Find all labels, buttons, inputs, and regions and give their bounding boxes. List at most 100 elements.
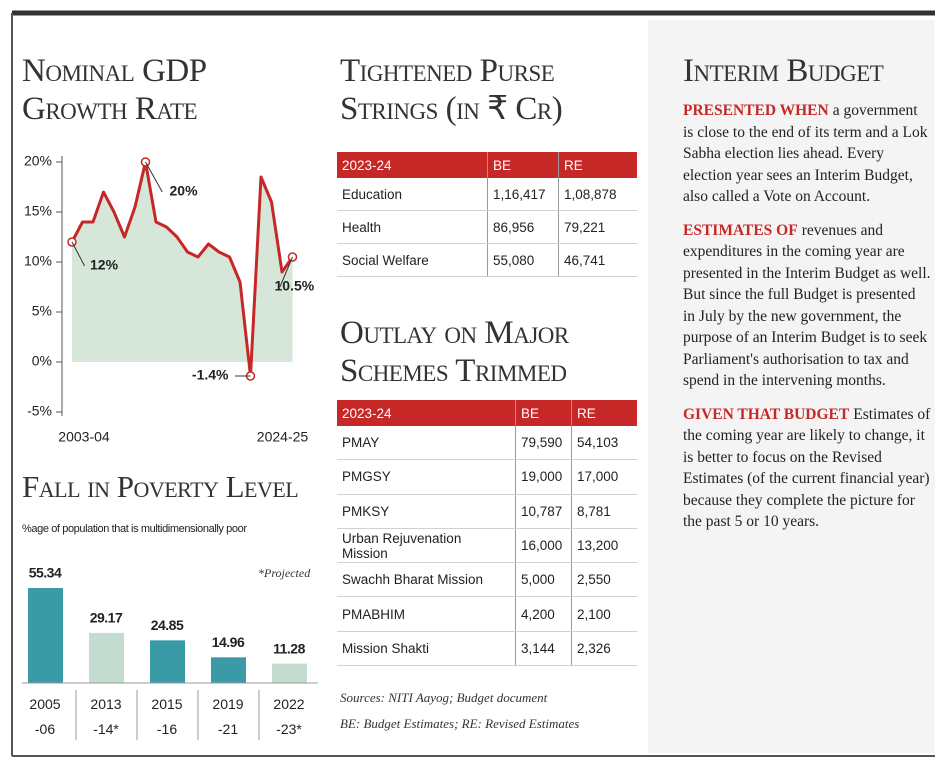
header-cell: RE bbox=[571, 400, 637, 426]
cell: 17,000 bbox=[571, 459, 637, 495]
leader bbox=[279, 256, 293, 288]
y-tick-label: 10% bbox=[24, 253, 52, 269]
cell: 79,590 bbox=[515, 426, 572, 461]
sidebar-title: Interim Budget bbox=[683, 53, 884, 89]
cell: 13,200 bbox=[571, 528, 637, 564]
cell: 54,103 bbox=[571, 426, 637, 461]
paragraph-body: revenues and expenditures in the coming … bbox=[683, 221, 931, 390]
bar bbox=[28, 588, 63, 683]
area bbox=[72, 162, 293, 376]
paragraph: GIVEN THAT BUDGET Estimates of the coming… bbox=[683, 404, 931, 533]
cell: 79,221 bbox=[558, 210, 637, 244]
value-label: 20% bbox=[170, 183, 199, 199]
header-row: 2023-24 BE RE bbox=[337, 400, 637, 426]
y-tick-label: 20% bbox=[24, 153, 52, 169]
cell: 5,000 bbox=[515, 562, 572, 598]
leader bbox=[145, 161, 163, 193]
cell: 46,741 bbox=[558, 243, 637, 277]
cell: Social Welfare bbox=[337, 243, 488, 277]
header-cell: BE bbox=[515, 400, 572, 426]
row: Health 86,956 79,221 bbox=[337, 210, 637, 244]
bar bbox=[89, 632, 124, 683]
cell: 3,144 bbox=[515, 631, 572, 667]
cell: 2,100 bbox=[571, 596, 637, 632]
cell: Health bbox=[337, 210, 488, 244]
paragraph-lead: ESTIMATES OF bbox=[683, 221, 798, 239]
row: Urban Rejuvenation Mission 16,000 13,200 bbox=[337, 528, 637, 564]
cell: 2,550 bbox=[571, 562, 637, 598]
value-label: 14.96 bbox=[212, 634, 245, 650]
sidebar-text: PRESENTED WHEN a government is close to t… bbox=[683, 100, 931, 545]
table: 2023-24 BE RE Education 1,16,417 1,08,878 Heal… bbox=[337, 152, 637, 277]
cell: 1,08,878 bbox=[558, 178, 637, 211]
cell: 1,16,417 bbox=[487, 178, 559, 211]
cell: 2,326 bbox=[571, 631, 637, 667]
x-tick-label: 2005 -06 bbox=[29, 696, 60, 737]
value-label: 10.5% bbox=[275, 278, 315, 294]
poverty-chart: 55.34 2005 -06 29.17 2013 -14* 24.85 2015 -16 14.… bbox=[22, 565, 318, 740]
header-cell: 2023-24 bbox=[337, 152, 488, 178]
paragraph-lead: GIVEN THAT BUDGET bbox=[683, 405, 850, 423]
leader bbox=[71, 241, 86, 267]
cell: Education bbox=[337, 178, 488, 211]
cell: PMABHIM bbox=[337, 596, 516, 632]
value-label: -1.4% bbox=[192, 367, 229, 383]
source: Sources: NITI Aayog; Budget document bbox=[340, 690, 548, 705]
paragraph: PRESENTED WHEN a government is close to t… bbox=[683, 100, 931, 208]
cell: 10,787 bbox=[515, 494, 572, 529]
cell: Mission Shakti bbox=[337, 631, 516, 667]
cell: 19,000 bbox=[515, 459, 572, 495]
row: Mission Shakti 3,144 2,326 bbox=[337, 631, 637, 667]
y-tick-label: 5% bbox=[32, 303, 52, 319]
paragraph: ESTIMATES OF revenues and expenditures in… bbox=[683, 220, 931, 392]
cell: PMGSY bbox=[337, 459, 516, 495]
table: 2023-24 BE RE PMAY 79,590 54,103 PMGSY 19,000 17… bbox=[337, 400, 637, 667]
header-cell: 2023-24 bbox=[337, 400, 516, 426]
sidebar-bg bbox=[648, 20, 935, 753]
x-tick-label: 2003-04 bbox=[58, 429, 110, 445]
bar bbox=[272, 663, 307, 683]
bar bbox=[211, 657, 246, 683]
y-tick-label: -5% bbox=[27, 403, 52, 419]
row: PMGSY 19,000 17,000 bbox=[337, 459, 637, 495]
value-label: 12% bbox=[90, 257, 119, 273]
x-tick-label: 2022 -23* bbox=[273, 696, 304, 737]
cell: PMKSY bbox=[337, 494, 516, 529]
cell: 16,000 bbox=[515, 528, 572, 564]
cell: 4,200 bbox=[515, 596, 572, 632]
row: Education 1,16,417 1,08,878 bbox=[337, 178, 637, 211]
value-label: 24.85 bbox=[151, 617, 184, 633]
line bbox=[70, 160, 294, 378]
cell: PMAY bbox=[337, 426, 516, 461]
row: PMAY 79,590 54,103 bbox=[337, 426, 637, 461]
x-tick-label: 2019 -21 bbox=[212, 696, 243, 737]
cell: 55,080 bbox=[487, 243, 559, 277]
source: BE: Budget Estimates; RE: Revised Estima… bbox=[340, 716, 580, 731]
cell: Urban Rejuvenation Mission bbox=[337, 528, 516, 564]
chart-note: *Projected bbox=[258, 566, 311, 580]
x-tick-label: 2024-25 bbox=[257, 429, 309, 445]
paragraph-body: a government is close to the end of its … bbox=[683, 102, 928, 205]
row: Social Welfare 55,080 46,741 bbox=[337, 243, 637, 277]
y-tick-label: 0% bbox=[32, 353, 52, 369]
cell: 8,781 bbox=[571, 494, 637, 529]
cell: Swachh Bharat Mission bbox=[337, 562, 516, 598]
header-cell: RE bbox=[558, 152, 637, 178]
row: Swachh Bharat Mission 5,000 2,550 bbox=[337, 562, 637, 598]
x-tick-label: 2015 -16 bbox=[151, 696, 182, 737]
cell: 86,956 bbox=[487, 210, 559, 244]
x-tick-label: 2013 -14* bbox=[90, 696, 121, 737]
value-label: 11.28 bbox=[273, 640, 305, 656]
value-label: 55.34 bbox=[29, 565, 62, 581]
chart-subtitle: %age of population that is multidimensio… bbox=[22, 523, 247, 535]
row: PMABHIM 4,200 2,100 bbox=[337, 596, 637, 632]
gdp-chart: -5% 0% 5% 10% 15% 20% 12% 20% -1.4% 10.5% 2003-04 2… bbox=[24, 153, 315, 445]
row: PMKSY 10,787 8,781 bbox=[337, 494, 637, 529]
chart-title: Nominal GDP Growth Rate bbox=[22, 53, 206, 127]
table-title: Outlay on Major Schemes Trimmed bbox=[340, 315, 569, 389]
table-title: Tightened Purse Strings (in ₹ Cr) bbox=[340, 53, 563, 127]
bar bbox=[150, 640, 185, 683]
y-tick-label: 15% bbox=[24, 203, 52, 219]
